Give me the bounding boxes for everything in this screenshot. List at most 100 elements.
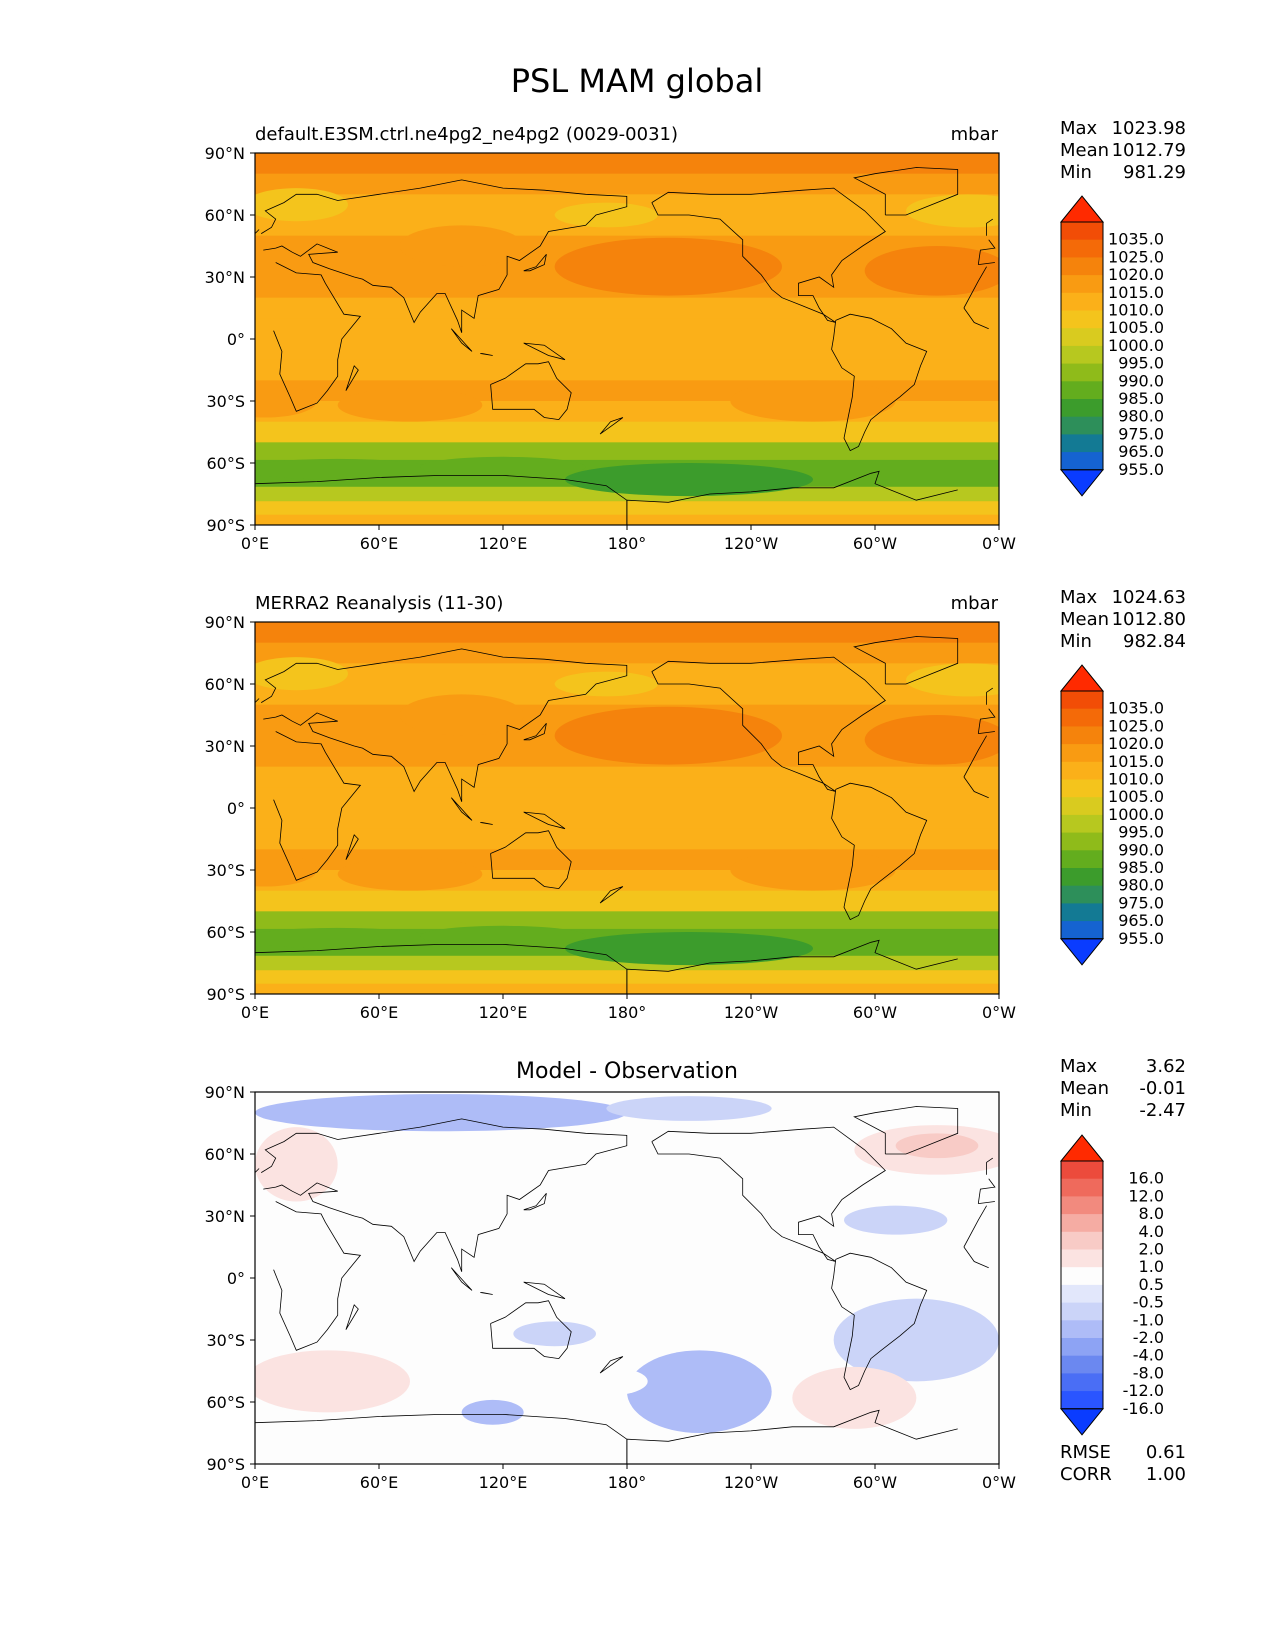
pressure-region (337, 857, 483, 891)
anomaly-region (627, 1350, 772, 1433)
x-tick-label: 180° (608, 534, 647, 553)
colorbar-segment (1061, 257, 1103, 276)
colorbar-label: 980.0 (1118, 876, 1164, 895)
x-tick-label: 60°W (853, 1003, 897, 1022)
x-tick-label: 0°W (982, 1473, 1016, 1492)
latitude-band (255, 339, 999, 361)
coastline-segment (523, 254, 547, 272)
colorbar-segment (1061, 363, 1103, 382)
y-tick-label: 30°S (206, 861, 245, 880)
stat-mean-label: Mean (1060, 140, 1109, 161)
colorbar-label: 1005.0 (1108, 318, 1164, 337)
colorbar-label: 1015.0 (1108, 283, 1164, 302)
colorbar-segment (1061, 708, 1103, 727)
latitude-band (255, 911, 999, 930)
coastline-segment (977, 708, 996, 734)
colorbar-segment (1061, 1373, 1103, 1392)
coastline-segment (273, 731, 362, 881)
colorbar-label: 1020.0 (1108, 265, 1164, 284)
colorbar-label: 1035.0 (1108, 699, 1164, 718)
colorbar-segment (1061, 1178, 1103, 1197)
x-tick-label: 180° (608, 1003, 647, 1022)
colorbar-label: -8.0 (1133, 1363, 1164, 1382)
panel-title: MERRA2 Reanalysis (11-30) (255, 593, 503, 614)
y-tick-label: 90°N (205, 1083, 245, 1102)
coastline-segment (523, 342, 566, 361)
coastline-segment (978, 262, 995, 265)
colorbar-bottom-extension (1059, 938, 1105, 966)
latitude-band (255, 153, 999, 175)
colorbar-segment (1061, 292, 1103, 311)
colorbar-segment (1061, 1320, 1103, 1339)
colorbar-frame (1060, 221, 1104, 471)
corr-label: CORR (1060, 1464, 1112, 1485)
stat-min-value: 982.84 (1123, 631, 1186, 652)
rmse-label: RMSE (1060, 1442, 1111, 1463)
coastline-segment (599, 1356, 624, 1374)
y-tick-label: 60°N (205, 675, 245, 694)
pressure-region (399, 694, 524, 736)
colorbar-label: 8.0 (1139, 1204, 1164, 1223)
coastline-segment (273, 262, 362, 412)
stat-mean-value: 1012.80 (1112, 609, 1186, 630)
colorbar-label: 1005.0 (1108, 787, 1164, 806)
colorbar-label: 975.0 (1118, 424, 1164, 443)
y-tick-label: 60°S (206, 1393, 245, 1412)
coastline-segment (977, 239, 996, 265)
colorbar-segment (1061, 691, 1103, 710)
coastline-segment (450, 1267, 473, 1291)
y-tick-label: 0° (227, 799, 245, 818)
colorbar-segment (1061, 328, 1103, 347)
coastline-segment (978, 1201, 995, 1204)
colorbar-bottom-extension (1059, 469, 1105, 497)
latitude-band (255, 297, 999, 319)
coastline-segment (651, 1126, 886, 1262)
latitude-band (255, 890, 999, 912)
coastline-segment (480, 353, 493, 356)
colorbar-label: 1025.0 (1108, 247, 1164, 266)
rmse-value: 0.61 (1146, 1442, 1186, 1463)
colorbar-label: 1.0 (1139, 1257, 1164, 1276)
coastlines (255, 636, 996, 994)
panel-difference: Model - Observation Max 3.62 Mean -0.01 … (205, 1056, 1186, 1492)
coastline-segment (831, 782, 928, 921)
coastline-segment (651, 656, 886, 792)
colorbar-label: 1010.0 (1108, 301, 1164, 320)
colorbar-label: 955.0 (1118, 460, 1164, 479)
colorbar-segment (1061, 779, 1103, 798)
x-tick-label: 120°E (479, 1473, 528, 1492)
colorbar-segment (1061, 275, 1103, 294)
colorbar-segment (1061, 452, 1103, 471)
y-tick-label: 90°S (206, 516, 245, 535)
x-tick-label: 0°E (241, 1473, 269, 1492)
coastline-segment (986, 218, 994, 236)
colorbar-label: 1035.0 (1108, 230, 1164, 249)
pressure-region (554, 706, 782, 765)
colorbar-segment (1061, 1231, 1103, 1250)
colorbar-top-extension (1059, 1134, 1105, 1162)
coastline-segment (480, 1292, 493, 1295)
colorbar-label: 965.0 (1118, 442, 1164, 461)
colorbar-segment (1061, 850, 1103, 869)
colorbar-label: 1015.0 (1108, 752, 1164, 771)
anomaly-region (565, 1366, 648, 1396)
colorbar-segment (1061, 921, 1103, 940)
latitude-band (255, 173, 999, 195)
colorbar-label: -16.0 (1123, 1399, 1164, 1418)
coastline-segment (626, 470, 958, 503)
pressure-region (554, 202, 658, 228)
coastline-segment (853, 636, 959, 685)
stat-max-value: 3.62 (1146, 1056, 1186, 1077)
stat-mean-value: 1012.79 (1112, 140, 1186, 161)
pressure-region (337, 388, 483, 422)
anomaly-region (792, 1366, 917, 1429)
anomaly-region (833, 1298, 999, 1382)
colorbar-label: 1000.0 (1108, 805, 1164, 824)
coastline-segment (255, 474, 628, 525)
y-tick-label: 30°N (205, 268, 245, 287)
coastlines (255, 1106, 996, 1464)
latitude-band (255, 318, 999, 340)
coastline-segment (523, 723, 547, 741)
stat-min-label: Min (1060, 631, 1092, 652)
coastline-segment (273, 1201, 362, 1351)
